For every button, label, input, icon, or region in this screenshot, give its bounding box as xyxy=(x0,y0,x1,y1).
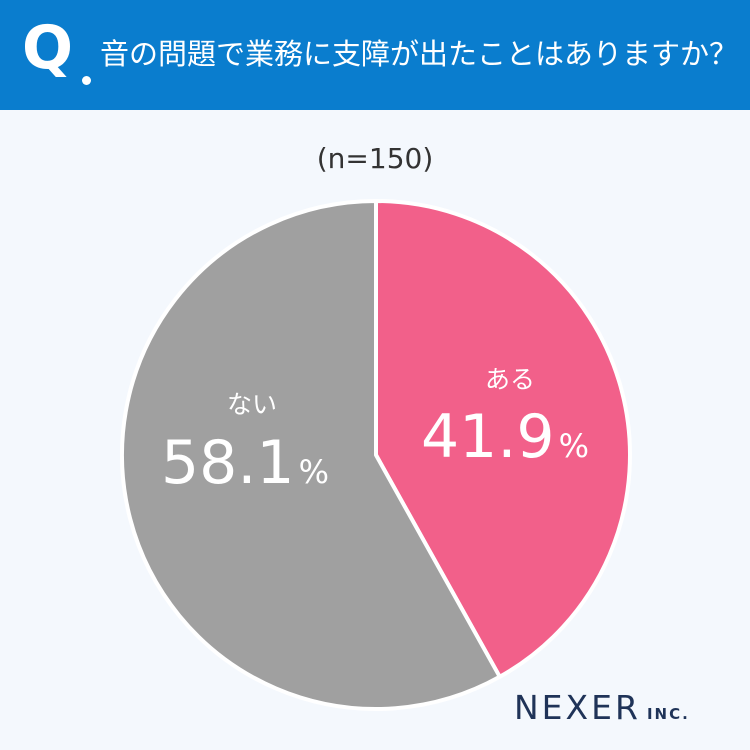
question-header: Q 音の問題で業務に支障が出たことはありますか？ xyxy=(0,0,750,110)
pie-slice-1 xyxy=(120,199,502,711)
q-mark: Q xyxy=(22,13,74,83)
slice-value-label-0: 41.9% xyxy=(421,402,589,472)
question-text: 音の問題で業務に支障が出たことはありますか？ xyxy=(100,37,739,71)
pie-slice-0 xyxy=(374,199,632,679)
slice-value-label-1: 58.1% xyxy=(161,428,329,498)
logo-main-text: NEXER xyxy=(514,688,641,727)
slice-category-label-0: ある xyxy=(485,365,535,394)
logo-sub-text: INC. xyxy=(646,705,690,723)
sample-size: (n=150) xyxy=(316,142,434,175)
slice-category-label-1: ない xyxy=(227,390,277,419)
q-dot xyxy=(82,76,91,85)
company-logo: NEXER INC. xyxy=(514,688,690,727)
